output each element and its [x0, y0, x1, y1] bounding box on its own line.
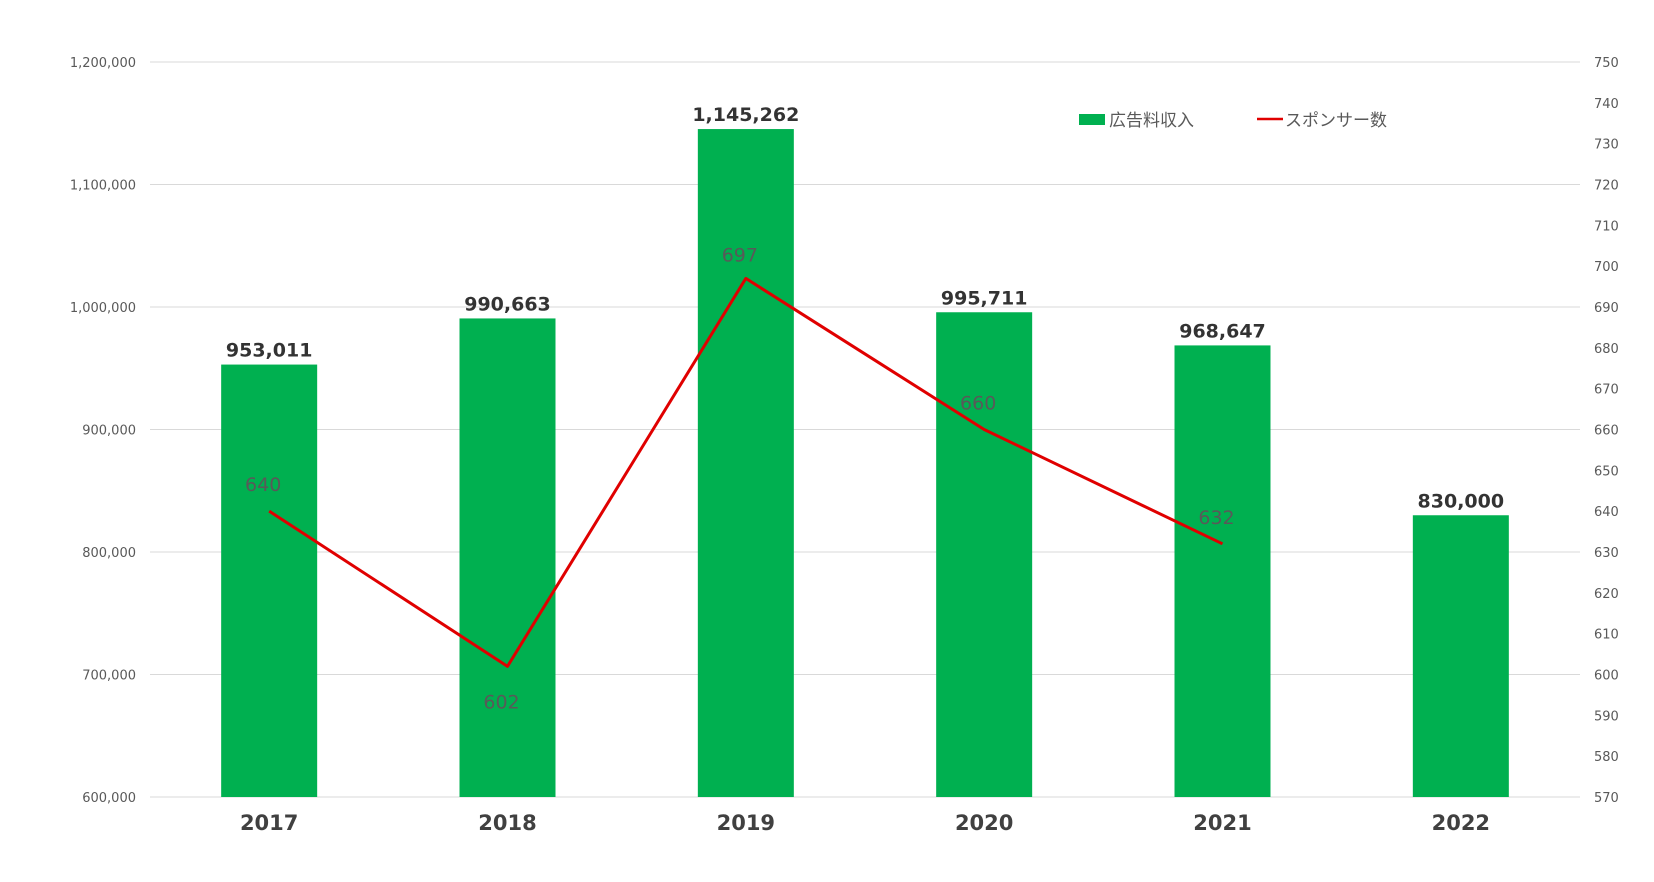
y-right-tick-label: 580 [1594, 750, 1619, 765]
y-right-tick-label: 600 [1594, 669, 1619, 684]
y-right-tick-label: 720 [1594, 179, 1619, 194]
line-data-label: 632 [1198, 507, 1234, 529]
legend-bar-label: 広告料収入 [1109, 111, 1194, 131]
y-right-tick-label: 730 [1594, 138, 1619, 153]
bar-data-label: 990,663 [464, 293, 551, 315]
bar-layer [221, 129, 1509, 797]
line-data-label: 660 [960, 393, 996, 415]
bar [697, 129, 794, 797]
bar-data-label: 995,711 [941, 287, 1028, 309]
bar-data-label: 953,011 [226, 340, 313, 362]
line-data-label: 602 [483, 691, 519, 713]
line-data-label: 640 [245, 474, 281, 496]
x-tick-label: 2021 [1193, 811, 1251, 835]
y-right-tick-label: 680 [1594, 342, 1619, 357]
y-left-tick-label: 1,000,000 [70, 301, 136, 316]
y-left-tick-label: 600,000 [82, 791, 136, 806]
y-right-tick-label: 640 [1594, 505, 1619, 520]
label-layer: 953,011 990,663 1,145,262 995,711 968,647 830… [226, 104, 1504, 713]
bar [459, 318, 556, 797]
y-left-tick-label: 700,000 [82, 669, 136, 684]
legend-bar-swatch [1079, 114, 1105, 125]
legend-line-label: スポンサー数 [1285, 111, 1387, 131]
bar [1174, 345, 1271, 797]
y-right-tick-label: 590 [1594, 709, 1619, 724]
bar-data-label: 968,647 [1179, 320, 1266, 342]
line-data-label: 697 [722, 244, 758, 266]
y-right-tick-label: 740 [1594, 97, 1619, 112]
y-right-tick-label: 750 [1594, 56, 1619, 71]
y-right-tick-label: 660 [1594, 424, 1619, 439]
legend: 広告料収入 スポンサー数 [1079, 111, 1387, 131]
y-right-tick-label: 670 [1594, 383, 1619, 398]
bar-data-label: 1,145,262 [692, 104, 799, 126]
x-tick-label: 2022 [1432, 811, 1490, 835]
bar [1412, 515, 1509, 797]
bar-data-label: 830,000 [1418, 490, 1505, 512]
y-left-tick-label: 900,000 [82, 424, 136, 439]
y-left-tick-label: 1,200,000 [70, 56, 136, 71]
x-tick-label: 2017 [240, 811, 298, 835]
y-right-tick-label: 700 [1594, 260, 1619, 275]
grid-layer [150, 61, 1580, 798]
x-tick-label: 2018 [478, 811, 536, 835]
y-right-tick-label: 630 [1594, 546, 1619, 561]
bar [221, 364, 318, 797]
y-right-tick-label: 620 [1594, 587, 1619, 602]
y-right-tick-label: 710 [1594, 219, 1619, 234]
y-left-tick-label: 800,000 [82, 546, 136, 561]
y-left-tick-label: 1,100,000 [70, 179, 136, 194]
x-tick-label: 2020 [955, 811, 1013, 835]
x-tick-label: 2019 [717, 811, 775, 835]
y-right-tick-label: 610 [1594, 628, 1619, 643]
line-series-path [268, 276, 1224, 668]
y-right-tick-label: 570 [1594, 791, 1619, 806]
bar [936, 312, 1033, 797]
y-right-tick-label: 690 [1594, 301, 1619, 316]
y-right-tick-label: 650 [1594, 464, 1619, 479]
axis-layer: 600,000 700,000 800,000 900,000 1,000,000 1,1… [70, 56, 1619, 835]
line-layer [268, 276, 1224, 668]
